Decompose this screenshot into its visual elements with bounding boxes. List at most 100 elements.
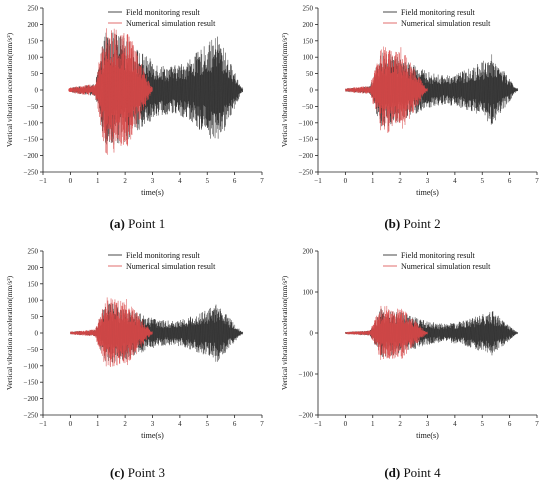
y-tick-label: 100 (303, 54, 314, 62)
chart-panel-4: −1 0 1 2 3 4 5 6 7 200 100 0 −100 −200 time(s) Vertical… (275, 243, 550, 486)
y-tick-label: −200 (299, 412, 314, 420)
y-tick-label: −50 (27, 103, 38, 111)
y-tick-label: −150 (24, 379, 39, 387)
chart-svg-2: −1 0 1 2 3 4 5 6 7 250 200 150 100 50 0 −50 −100 −150 −200… (280, 5, 539, 198)
y-tick-label: 250 (28, 5, 39, 13)
caption-letter-1: (a) (109, 216, 125, 231)
y-tick-label: 200 (303, 21, 314, 29)
y-tick-label: 50 (306, 70, 314, 78)
x-tick-label: 2 (123, 420, 127, 428)
x-tick-label: 5 (206, 420, 210, 428)
x-tick-label: −1 (39, 177, 47, 185)
y-tick-label: 0 (310, 87, 314, 95)
x-tick-label: 1 (96, 420, 100, 428)
x-axis-label: time(s) (141, 188, 164, 197)
chart-svg-1: −1 0 1 2 3 4 5 6 7 250 200 150 100 50 0 −50 −100 −150 −200… (5, 5, 264, 198)
y-tick-label: 250 (303, 5, 314, 13)
x-tick-label: 0 (69, 420, 73, 428)
y-tick-label: 200 (28, 21, 39, 29)
caption-letter-4: (d) (384, 465, 401, 480)
x-tick-label: 0 (69, 177, 73, 185)
x-tick-label: 5 (481, 177, 485, 185)
x-tick-label: 3 (426, 420, 430, 428)
x-tick-label: 4 (178, 177, 182, 185)
legend-entry: Numerical simulation result (401, 262, 491, 271)
y-tick-label: −50 (302, 103, 313, 111)
y-tick-label: 0 (35, 87, 39, 95)
start-marker (68, 88, 73, 92)
y-tick-label: −250 (24, 169, 39, 177)
y-tick-label: −50 (27, 346, 38, 354)
y-axis-label: Vertical vibration acceleration(mm/s²) (280, 275, 289, 390)
y-axis-label: Vertical vibration acceleration(mm/s²) (5, 32, 14, 147)
x-tick-label: 1 (96, 177, 100, 185)
legend-entry: Field monitoring result (401, 8, 476, 17)
x-tick-label: 1 (371, 420, 375, 428)
x-tick-label: 2 (398, 420, 402, 428)
caption-text-1: Point 1 (124, 216, 166, 231)
x-tick-label: 3 (151, 420, 155, 428)
caption-3: (c) Point 3 (0, 465, 275, 481)
legend-entry: Field monitoring result (126, 251, 201, 260)
x-tick-label: −1 (39, 420, 47, 428)
x-tick-label: 3 (151, 177, 155, 185)
y-tick-label: 200 (28, 264, 39, 272)
x-tick-label: 4 (453, 177, 457, 185)
x-tick-label: −1 (314, 177, 322, 185)
x-tick-label: 3 (426, 177, 430, 185)
chart-svg-4: −1 0 1 2 3 4 5 6 7 200 100 0 −100 −200 time(s) Vertical… (280, 248, 539, 441)
y-tick-label: 150 (28, 37, 39, 45)
x-tick-label: 6 (508, 177, 512, 185)
y-tick-label: 50 (31, 70, 39, 78)
numerical-simulation-trace (70, 297, 153, 367)
x-tick-label: 7 (260, 177, 264, 185)
y-tick-label: −100 (299, 371, 314, 379)
caption-4: (d) Point 4 (275, 465, 550, 481)
chart-panel-1: −1 0 1 2 3 4 5 6 7 250 200 150 100 50 0 −50 −100 −150 −200… (0, 0, 275, 243)
y-tick-label: −100 (24, 119, 39, 127)
x-tick-label: 7 (260, 420, 264, 428)
x-tick-label: 6 (508, 420, 512, 428)
y-tick-label: −150 (299, 136, 314, 144)
y-tick-label: 100 (28, 54, 39, 62)
y-tick-label: −150 (24, 136, 39, 144)
y-tick-label: 150 (303, 37, 314, 45)
caption-1: (a) Point 1 (0, 216, 275, 232)
x-axis-label: time(s) (416, 188, 439, 197)
chart-panel-3: −1 0 1 2 3 4 5 6 7 250 200 150 100 50 0 −50 −100 −150 −200… (0, 243, 275, 486)
x-tick-label: 1 (371, 177, 375, 185)
y-tick-label: −100 (299, 119, 314, 127)
x-tick-label: 0 (344, 420, 348, 428)
y-axis-label: Vertical vibration acceleration(mm/s²) (280, 32, 289, 147)
legend-entry: Numerical simulation result (126, 262, 216, 271)
y-tick-label: 200 (303, 248, 314, 256)
legend-entry: Numerical simulation result (401, 19, 491, 28)
caption-2: (b) Point 2 (275, 216, 550, 232)
x-tick-label: 6 (233, 420, 237, 428)
x-axis-label: time(s) (141, 431, 164, 440)
numerical-simulation-trace (345, 305, 428, 360)
caption-letter-3: (c) (110, 465, 125, 480)
y-tick-label: −100 (24, 362, 39, 370)
y-tick-label: −200 (24, 152, 39, 160)
numerical-simulation-trace (70, 28, 153, 155)
y-axis-label: Vertical vibration acceleration(mm/s²) (5, 275, 14, 390)
x-tick-label: 5 (481, 420, 485, 428)
chart-svg-3: −1 0 1 2 3 4 5 6 7 250 200 150 100 50 0 −50 −100 −150 −200… (5, 248, 264, 441)
x-tick-label: 2 (123, 177, 127, 185)
y-tick-label: 100 (28, 297, 39, 305)
y-tick-label: −250 (24, 412, 39, 420)
x-tick-label: 7 (535, 177, 539, 185)
y-tick-label: 0 (35, 330, 39, 338)
x-tick-label: 4 (178, 420, 182, 428)
legend-entry: Field monitoring result (126, 8, 201, 17)
x-axis-label: time(s) (416, 431, 439, 440)
y-tick-label: −200 (24, 395, 39, 403)
y-tick-label: 100 (303, 289, 314, 297)
x-tick-label: 2 (398, 177, 402, 185)
chart-panel-2: −1 0 1 2 3 4 5 6 7 250 200 150 100 50 0 −50 −100 −150 −200… (275, 0, 550, 243)
y-tick-label: 150 (28, 280, 39, 288)
x-tick-label: −1 (314, 420, 322, 428)
legend-entry: Field monitoring result (401, 251, 476, 260)
caption-letter-2: (b) (384, 216, 401, 231)
